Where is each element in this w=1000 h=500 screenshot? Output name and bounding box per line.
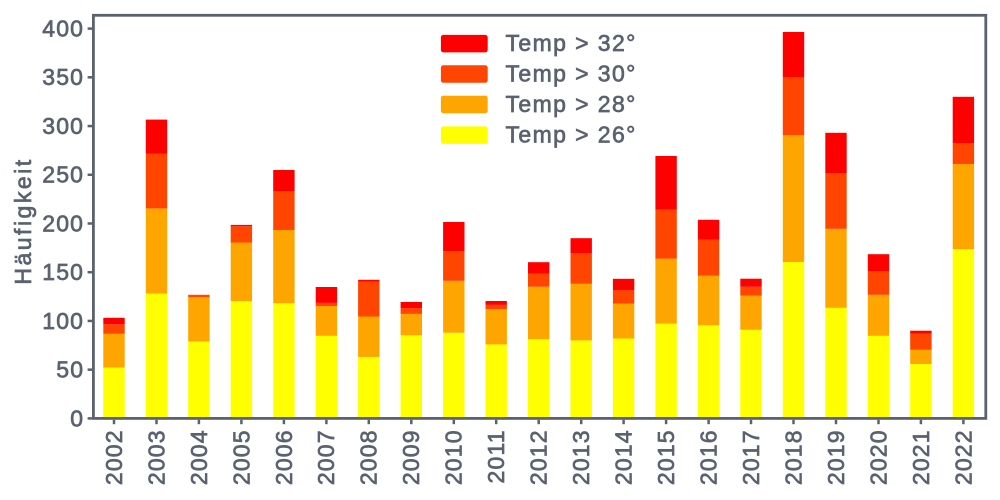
svg-text:Temp > 32°: Temp > 32° xyxy=(506,30,637,56)
svg-text:300: 300 xyxy=(42,113,84,139)
svg-text:Temp > 30°: Temp > 30° xyxy=(506,60,637,86)
svg-text:2005: 2005 xyxy=(228,429,254,485)
svg-text:2020: 2020 xyxy=(865,429,891,485)
svg-text:400: 400 xyxy=(42,16,84,42)
svg-text:2019: 2019 xyxy=(823,429,849,485)
svg-text:350: 350 xyxy=(42,64,84,90)
svg-text:2010: 2010 xyxy=(441,429,467,485)
svg-text:2004: 2004 xyxy=(186,429,212,485)
svg-text:2011: 2011 xyxy=(483,429,509,483)
svg-text:250: 250 xyxy=(42,162,84,188)
svg-text:200: 200 xyxy=(42,210,84,236)
svg-text:2002: 2002 xyxy=(101,429,127,485)
svg-text:50: 50 xyxy=(56,357,84,383)
svg-text:2003: 2003 xyxy=(143,429,169,485)
svg-text:2009: 2009 xyxy=(398,429,424,485)
svg-text:2017: 2017 xyxy=(738,429,764,485)
svg-text:150: 150 xyxy=(42,259,84,285)
svg-text:2018: 2018 xyxy=(780,429,806,485)
svg-text:2006: 2006 xyxy=(271,429,297,485)
svg-text:2021: 2021 xyxy=(908,429,934,485)
svg-text:2013: 2013 xyxy=(568,429,594,485)
svg-text:2016: 2016 xyxy=(696,429,722,485)
svg-text:100: 100 xyxy=(42,308,84,334)
svg-text:0: 0 xyxy=(70,405,84,431)
svg-text:2007: 2007 xyxy=(313,429,339,485)
svg-text:2014: 2014 xyxy=(611,429,637,485)
svg-text:Häufigkeit: Häufigkeit xyxy=(10,157,36,284)
svg-text:2012: 2012 xyxy=(526,429,552,485)
svg-text:Temp > 28°: Temp > 28° xyxy=(506,91,637,117)
svg-text:2008: 2008 xyxy=(356,429,382,485)
svg-text:2022: 2022 xyxy=(950,429,976,485)
svg-text:2015: 2015 xyxy=(653,429,679,485)
svg-text:Temp > 26°: Temp > 26° xyxy=(506,122,637,148)
